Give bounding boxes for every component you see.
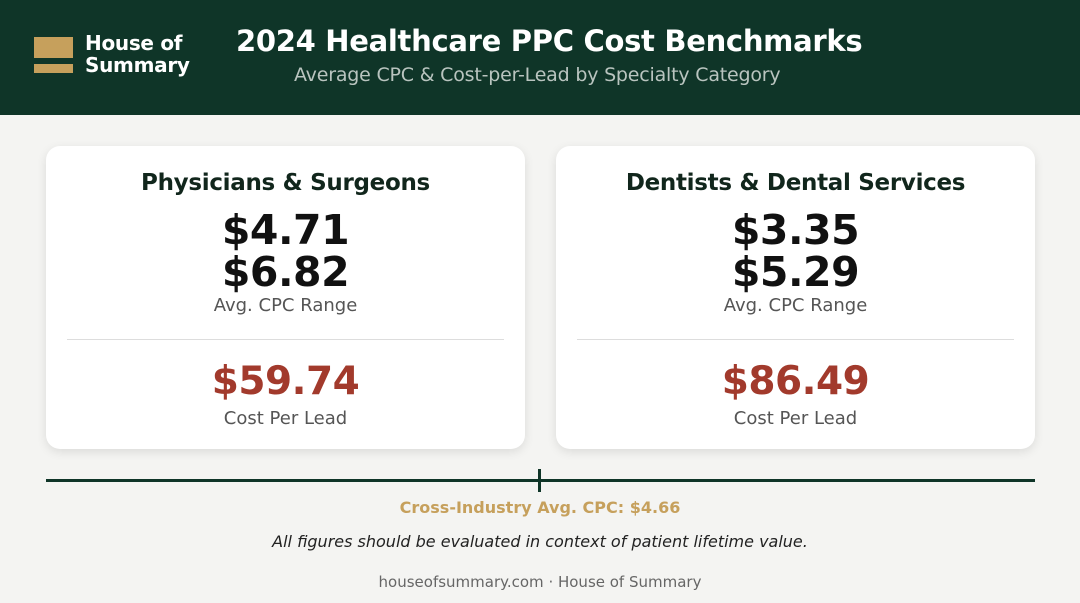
cost-per-lead-value: $86.49 bbox=[721, 359, 870, 404]
card-title: Physicians & Surgeons bbox=[141, 170, 430, 196]
logo-line-1: House of bbox=[85, 31, 183, 55]
card-physicians-surgeons: Physicians & Surgeons $4.71 $6.82 Avg. C… bbox=[46, 146, 525, 449]
card-dentists-dental: Dentists & Dental Services $3.35 $5.29 A… bbox=[556, 146, 1035, 449]
logo-line-2: Summary bbox=[85, 53, 190, 77]
context-note: All figures should be evaluated in conte… bbox=[272, 532, 808, 551]
cost-per-lead-value: $59.74 bbox=[211, 359, 360, 404]
brand-logo: House of Summary bbox=[34, 32, 190, 76]
card-title: Dentists & Dental Services bbox=[625, 170, 966, 196]
footer-credit: houseofsummary.com · House of Summary bbox=[378, 573, 702, 591]
benchmark-axis-tick bbox=[538, 469, 541, 492]
card-divider bbox=[67, 339, 504, 340]
cpc-high-value: $6.82 bbox=[221, 248, 350, 296]
card-divider bbox=[577, 339, 1014, 340]
page-subtitle: Average CPC & Cost-per-Lead by Specialty… bbox=[294, 64, 781, 86]
cross-industry-average: Cross-Industry Avg. CPC: $4.66 bbox=[399, 498, 681, 517]
cpc-range-label: Avg. CPC Range bbox=[213, 295, 358, 316]
cpc-low-value: $4.71 bbox=[221, 206, 350, 254]
page-title: 2024 Healthcare PPC Cost Benchmarks bbox=[236, 24, 863, 58]
logo-mark-icon bbox=[34, 33, 73, 75]
cost-per-lead-label: Cost Per Lead bbox=[733, 408, 858, 429]
cpc-high-value: $5.29 bbox=[731, 248, 860, 296]
logo-text: House of Summary bbox=[85, 32, 190, 76]
cost-per-lead-label: Cost Per Lead bbox=[223, 408, 348, 429]
cpc-range-label: Avg. CPC Range bbox=[723, 295, 868, 316]
cpc-low-value: $3.35 bbox=[731, 206, 860, 254]
header-banner: House of Summary 2024 Healthcare PPC Cos… bbox=[0, 0, 1080, 115]
